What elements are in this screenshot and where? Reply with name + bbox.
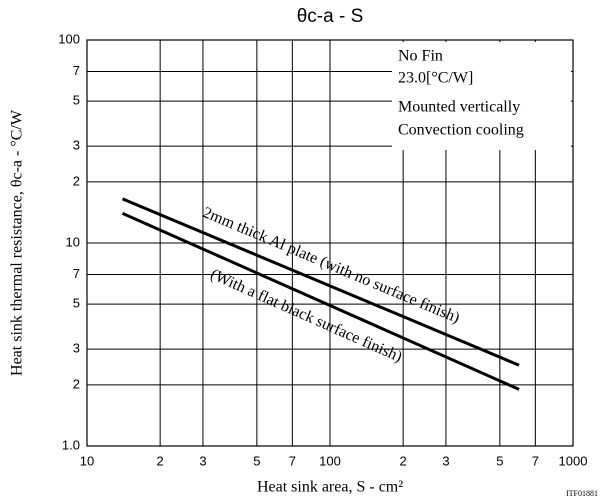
- x-tick-label: 7: [289, 453, 296, 468]
- annotation: 23.0[°C/W]: [398, 70, 473, 87]
- x-tick-label: 3: [199, 453, 206, 468]
- annotation: Convection cooling: [398, 122, 524, 139]
- y-tick-label: 7: [73, 63, 80, 78]
- y-tick-label: 1.0: [62, 437, 80, 452]
- chart-title: θc-a - S: [297, 6, 364, 27]
- annotation: No Fin: [398, 48, 443, 65]
- x-tick-label: 2: [400, 453, 407, 468]
- x-tick-label: 100: [319, 453, 341, 468]
- x-tick-label: 5: [253, 453, 260, 468]
- y-tick-label: 3: [73, 341, 80, 356]
- y-tick-label: 2: [73, 376, 80, 391]
- x-axis-label: Heat sink area, S - cm²: [257, 479, 403, 496]
- y-tick-label: 100: [58, 31, 80, 46]
- series-line: [121, 197, 520, 367]
- annotation-box: [392, 42, 571, 150]
- plot-frame: [86, 39, 574, 447]
- series-line: [121, 211, 520, 391]
- annotation: Mounted vertically: [398, 99, 520, 116]
- y-tick-label: 2: [73, 173, 80, 188]
- y-axis-label: Heat sink thermal resistance, θc-a - °C/…: [9, 109, 26, 376]
- x-tick-label: 10: [80, 453, 94, 468]
- x-tick-label: 2: [157, 453, 164, 468]
- y-tick-label: 7: [73, 266, 80, 281]
- x-tick-label: 7: [532, 453, 539, 468]
- x-tick-label: 1000: [559, 453, 588, 468]
- y-tick-label: 3: [73, 138, 80, 153]
- y-tick-label: 10: [66, 234, 80, 249]
- x-tick-label: 3: [442, 453, 449, 468]
- x-tick-label: 5: [496, 453, 503, 468]
- y-tick-label: 5: [73, 93, 80, 108]
- y-tick-label: 5: [73, 296, 80, 311]
- figure-id: ITF01881: [566, 489, 598, 498]
